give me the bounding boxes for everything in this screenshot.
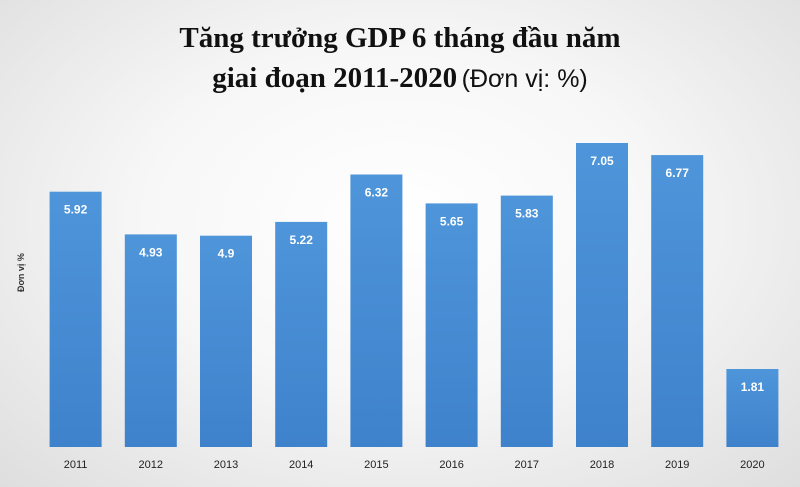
data-label-2017: 5.83 xyxy=(515,207,539,221)
x-axis-ticks: 2011 2012 2013 2014 2015 2016 2017 2018 2019 2020 xyxy=(64,459,765,471)
data-label-2012: 4.93 xyxy=(139,245,163,259)
bar-2014 xyxy=(275,221,328,447)
chart-title-period: giai đoạn 2011-2020 xyxy=(212,62,458,94)
data-label-2013: 4.9 xyxy=(218,247,235,261)
bar-2015 xyxy=(350,174,403,447)
x-tick-2016: 2016 xyxy=(439,459,463,471)
x-tick-2015: 2015 xyxy=(364,459,388,471)
x-tick-2013: 2013 xyxy=(214,459,238,471)
bar-2019 xyxy=(651,155,704,447)
chart-title-unit: (Đơn vị: %) xyxy=(461,65,588,93)
chart-title-line-1: Tăng trưởng GDP 6 tháng đầu năm xyxy=(179,22,621,54)
bar-2017 xyxy=(500,195,553,447)
chart-title-line-2: giai đoạn 2011-2020 (Đơn vị: %) xyxy=(0,58,800,103)
data-label-2018: 7.05 xyxy=(590,154,614,168)
x-tick-2014: 2014 xyxy=(289,459,313,471)
x-tick-2011: 2011 xyxy=(64,459,88,471)
bar-2012 xyxy=(124,234,177,447)
bar-2013 xyxy=(200,235,252,447)
bar-2018 xyxy=(576,143,628,447)
x-tick-2019: 2019 xyxy=(665,459,689,471)
chart-title: Tăng trưởng GDP 6 tháng đầu năm giai đoạ… xyxy=(0,18,800,103)
data-label-2015: 6.32 xyxy=(365,186,389,200)
x-tick-2018: 2018 xyxy=(590,459,614,471)
bar-2011 xyxy=(49,191,102,447)
bar-series xyxy=(49,143,779,447)
data-labels: 5.92 4.93 4.9 5.22 6.32 5.65 5.83 7.05 6.77 1.81 xyxy=(64,154,764,394)
x-tick-2012: 2012 xyxy=(139,459,163,471)
data-label-2014: 5.22 xyxy=(290,233,314,247)
x-tick-2020: 2020 xyxy=(740,459,764,471)
data-label-2019: 6.77 xyxy=(666,166,690,180)
data-label-2020: 1.81 xyxy=(741,380,765,394)
data-label-2011: 5.92 xyxy=(64,203,88,217)
data-label-2016: 5.65 xyxy=(440,214,464,228)
bar-2020 xyxy=(726,369,779,447)
bar-2016 xyxy=(425,203,478,447)
x-tick-2017: 2017 xyxy=(515,459,539,471)
